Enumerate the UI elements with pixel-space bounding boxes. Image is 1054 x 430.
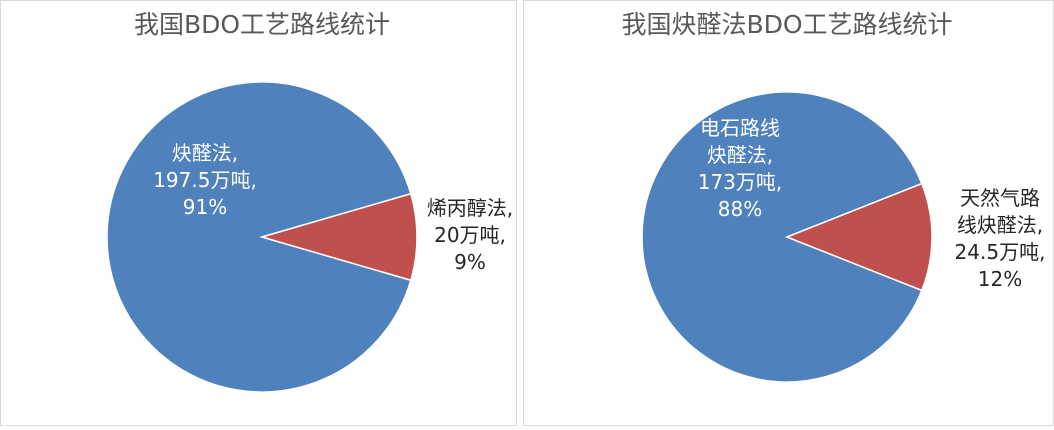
data-label-line: 24.5万吨, — [955, 240, 1046, 264]
data-label-line: 91% — [183, 195, 227, 219]
data-label-line: 9% — [454, 250, 486, 274]
data-label: 炔醛法, — [172, 141, 238, 165]
data-label-line: 197.5万吨, — [153, 168, 257, 192]
pie-slice — [106, 81, 412, 393]
data-label: 烯丙醇法, — [427, 196, 513, 220]
data-label-line: 173万吨, — [698, 170, 783, 194]
data-label-line: 炔醛法, — [172, 141, 238, 165]
chart-title: 我国BDO工艺路线统计 — [134, 10, 390, 39]
data-label-line: 天然气路 — [960, 186, 1040, 210]
data-label-line: 20万吨, — [434, 223, 506, 247]
data-label-line: 电石路线 — [700, 116, 780, 140]
data-label-line: 88% — [718, 197, 762, 221]
data-label: 电石路线炔醛法, — [700, 116, 780, 167]
data-label-line: 炔醛法, — [707, 143, 773, 167]
data-label: 88% — [718, 197, 762, 221]
data-label: 24.5万吨, — [955, 240, 1046, 264]
data-label: 91% — [183, 195, 227, 219]
data-label: 197.5万吨, — [153, 168, 257, 192]
data-label-line: 线炔醛法, — [957, 213, 1043, 237]
data-label: 12% — [978, 267, 1022, 291]
chart-title: 我国炔醛法BDO工艺路线统计 — [621, 10, 952, 39]
data-label: 20万吨, — [434, 223, 506, 247]
data-label: 173万吨, — [698, 170, 783, 194]
data-label-line: 烯丙醇法, — [427, 196, 513, 220]
pie-slice — [784, 182, 933, 292]
data-label: 天然气路线炔醛法, — [957, 186, 1043, 237]
data-label: 9% — [454, 250, 486, 274]
pie-slice — [259, 192, 418, 282]
pie-slice — [641, 91, 923, 383]
data-label-line: 12% — [978, 267, 1022, 291]
